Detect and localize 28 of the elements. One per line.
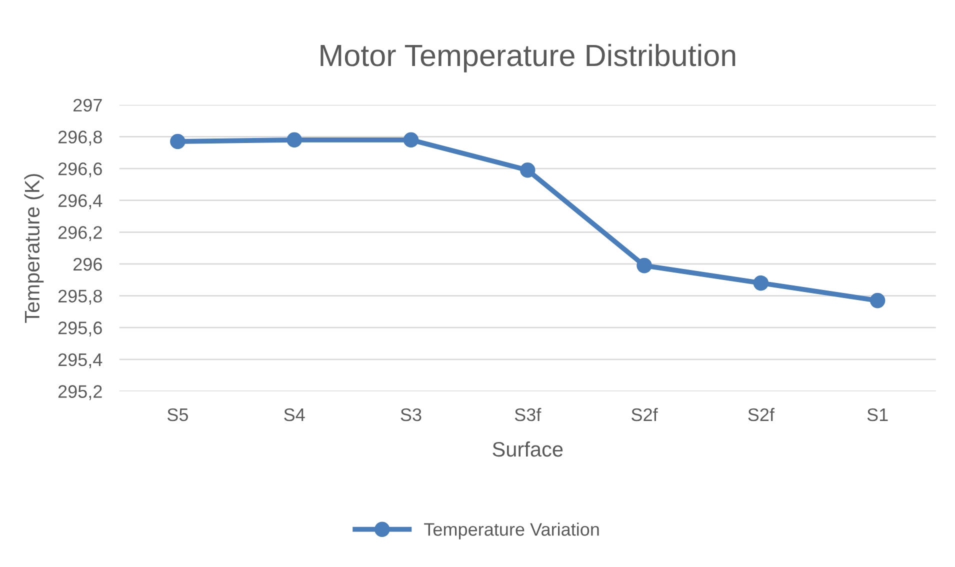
point xyxy=(753,275,769,291)
point xyxy=(870,292,886,308)
y-tick-label: 295,6 xyxy=(58,322,102,336)
x-tick-label: S2f xyxy=(632,408,658,422)
y-tick-label: 296,6 xyxy=(58,162,102,178)
x-tick-label: S3 xyxy=(400,408,422,422)
point xyxy=(520,162,536,178)
x-tick-label: S3f xyxy=(514,408,542,422)
y-axis-title: Temperature (K) xyxy=(24,174,44,323)
point xyxy=(636,258,652,274)
x-tick-label: S4 xyxy=(284,408,305,422)
y-tick-label: 296,8 xyxy=(58,130,102,146)
y-tick-label: 297 xyxy=(73,98,102,112)
x-tick-label: S5 xyxy=(167,408,188,422)
legend-label: Temperature Variation xyxy=(424,522,599,540)
point xyxy=(286,132,302,148)
y-tick-label: 295,8 xyxy=(58,290,102,305)
y-tick-label: 295,4 xyxy=(58,353,102,368)
chart-title: Motor Temperature Distribution xyxy=(320,44,736,72)
y-tick-label: 296,2 xyxy=(58,226,102,242)
y-tick-label: 295,2 xyxy=(58,385,102,400)
point xyxy=(170,134,186,150)
y-tick-label: 296,4 xyxy=(58,194,102,210)
y-tick-label: 296 xyxy=(73,258,102,271)
point xyxy=(403,132,419,148)
x-axis-title: Surface xyxy=(492,441,563,457)
x-tick-label: S2f xyxy=(748,408,775,422)
x-tick-label: S1 xyxy=(867,408,888,422)
